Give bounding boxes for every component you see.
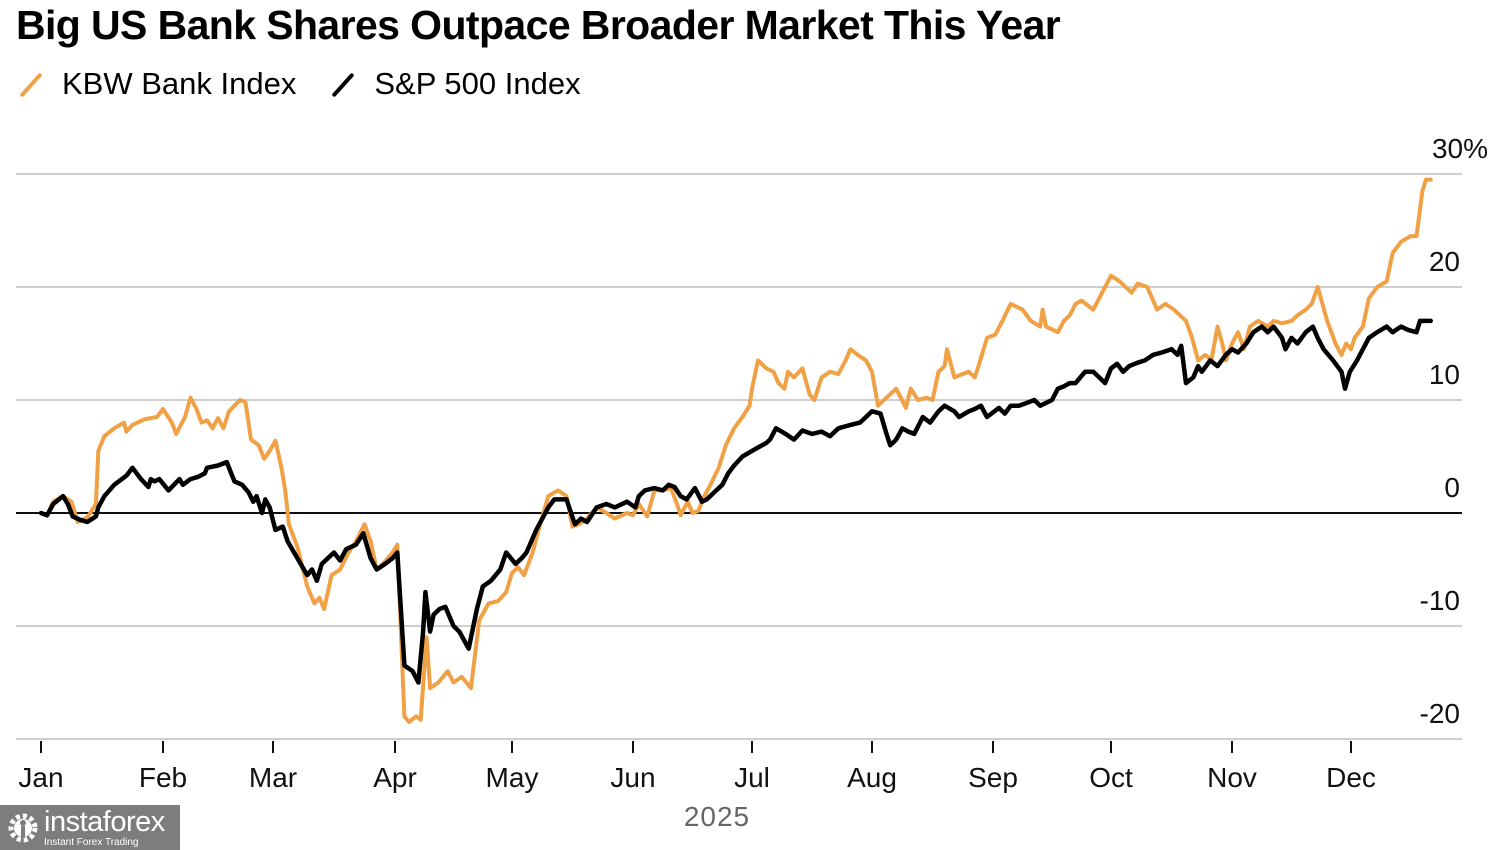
y-tick-label: -10 <box>1420 585 1460 616</box>
x-tick-label: May <box>486 762 539 793</box>
x-axis-title: 2025 <box>684 801 750 832</box>
legend-label-kbw: KBW Bank Index <box>62 66 297 101</box>
legend-label-sp500: S&P 500 Index <box>374 66 581 101</box>
x-tick-label: Jul <box>734 762 770 793</box>
x-tick-label: Nov <box>1207 762 1257 793</box>
x-tick-label: Dec <box>1326 762 1376 793</box>
watermark-tagline: Instant Forex Trading <box>44 836 139 848</box>
watermark: instaforex Instant Forex Trading <box>0 805 180 850</box>
y-axis-ticks: 30% 20 10 0 -10 -20 <box>1420 133 1488 729</box>
legend-item-sp500: S&P 500 Index <box>328 66 580 102</box>
y-tick-label: 10 <box>1429 359 1460 390</box>
x-tick-label: Oct <box>1089 762 1133 793</box>
x-tick-label: Feb <box>139 762 187 793</box>
x-axis: Jan Feb Mar Apr May Jun Jul Aug Sep Oct Nov Dec <box>18 741 1376 793</box>
x-tick-label: Aug <box>847 762 897 793</box>
legend-item-kbw: KBW Bank Index <box>16 66 296 102</box>
chart-legend: KBW Bank Index S&P 500 Index <box>16 66 613 102</box>
x-tick-label: Jan <box>18 762 63 793</box>
y-tick-label: 20 <box>1429 246 1460 277</box>
y-tick-label: 0 <box>1444 472 1460 503</box>
x-tick-label: Sep <box>968 762 1018 793</box>
x-tick-label: Apr <box>373 762 417 793</box>
x-tick-label: Jun <box>610 762 655 793</box>
gridlines <box>16 173 1462 740</box>
watermark-brand: instaforex <box>44 805 165 838</box>
chart-title: Big US Bank Shares Outpace Broader Marke… <box>16 2 1061 48</box>
y-tick-label: -20 <box>1420 698 1460 729</box>
series-lines <box>38 177 1433 724</box>
instaforex-gear-icon <box>6 811 40 845</box>
kbw-bank-index-line <box>39 177 1433 724</box>
sp500-index-line <box>38 318 1433 685</box>
x-tick-label: Mar <box>249 762 297 793</box>
y-tick-label: 30% <box>1432 133 1488 164</box>
